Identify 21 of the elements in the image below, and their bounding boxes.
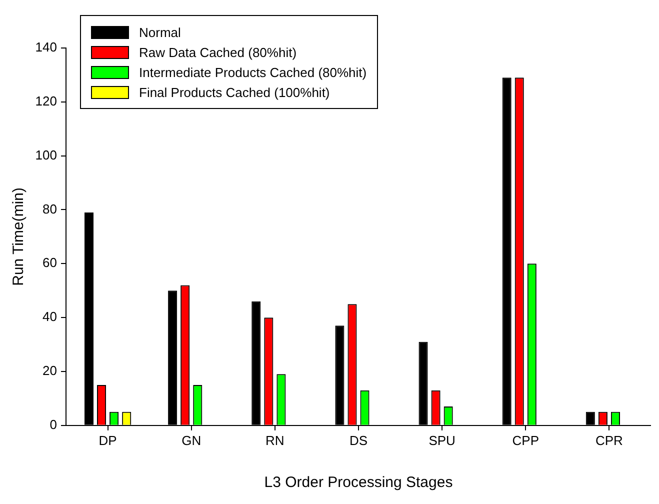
x-tick-label: RN bbox=[266, 432, 284, 448]
y-tick-label: 0 bbox=[50, 416, 57, 432]
y-tick-label: 120 bbox=[35, 93, 57, 108]
y-tick-label: 140 bbox=[35, 40, 57, 55]
x-tick-label: CPR bbox=[595, 432, 623, 448]
x-tick-label: SPU bbox=[428, 432, 456, 448]
legend-label: Final Products Cached (100%hit) bbox=[139, 84, 330, 100]
y-tick-label: 60 bbox=[42, 255, 57, 270]
x-tick-label: GN bbox=[182, 432, 202, 448]
legend-label: Intermediate Products Cached (80%hit) bbox=[139, 64, 367, 80]
x-tick-label: CPP bbox=[512, 432, 540, 448]
y-tick-label: 100 bbox=[35, 147, 57, 162]
y-axis-title: Run Time(min) bbox=[10, 188, 28, 286]
y-tick-label: 40 bbox=[42, 309, 57, 324]
x-tick-label: DP bbox=[98, 432, 117, 448]
x-tick-label: DS bbox=[349, 432, 368, 448]
legend-label: Normal bbox=[139, 24, 181, 40]
y-tick-label: 20 bbox=[42, 363, 57, 378]
legend-label: Raw Data Cached (80%hit) bbox=[139, 44, 297, 60]
y-tick-label: 80 bbox=[42, 201, 57, 216]
x-axis-title: L3 Order Processing Stages bbox=[264, 474, 453, 492]
